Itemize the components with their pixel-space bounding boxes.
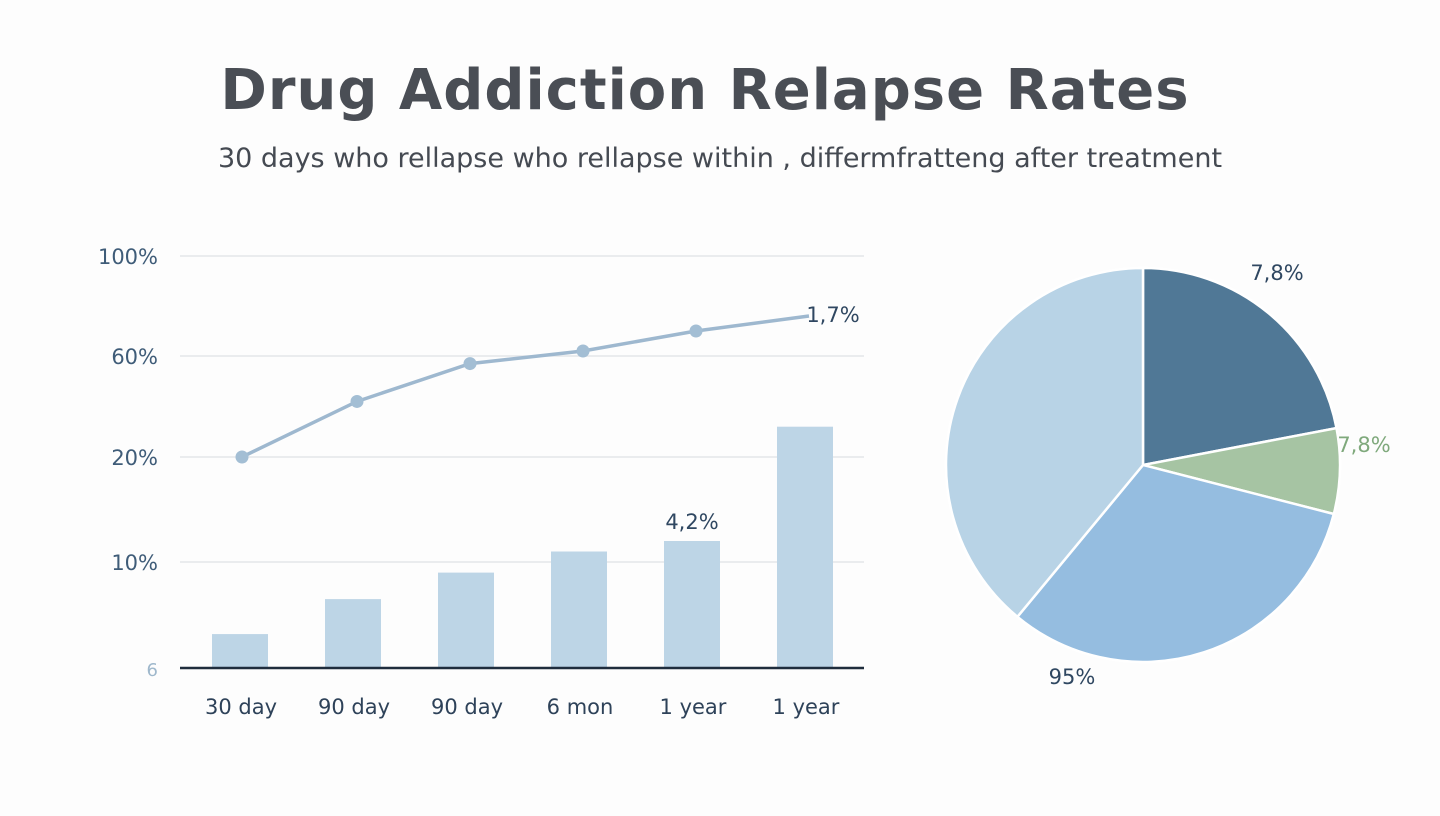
x-tick-label: 1 year <box>773 695 840 719</box>
pie-slice <box>944 266 1145 619</box>
data-label: 1,7% <box>806 303 859 327</box>
bar <box>777 426 833 668</box>
y-tick-label: 100% <box>98 245 158 269</box>
line-point <box>463 357 477 371</box>
y-tick-label: 6 <box>147 660 158 681</box>
bar-line-chart: 100% 60% 20% 10% 6 30 day 90 day 90 day 6 mon 1 y… <box>98 245 864 719</box>
line-point <box>689 324 703 338</box>
bar <box>325 599 381 668</box>
series-line <box>241 314 810 459</box>
line-point <box>350 394 364 408</box>
x-tick-label: 1 year <box>660 695 727 719</box>
pie-slice <box>1141 266 1338 467</box>
bar <box>664 541 720 668</box>
pie-slice <box>1015 463 1336 664</box>
chart-subtitle: 30 days who rellapse who rellapse within… <box>217 143 1223 174</box>
pie-slice-label: 7,8% <box>1250 261 1303 285</box>
chart-title: Drug Addiction Relapse Rates <box>220 58 1190 123</box>
y-tick-label: 60% <box>111 345 158 369</box>
bar <box>212 634 268 668</box>
y-tick-label: 10% <box>111 551 158 575</box>
bar <box>551 551 607 668</box>
pie-slice-label: 7,8% <box>1337 433 1390 457</box>
data-label: 4,2% <box>665 510 718 534</box>
x-tick-label: 30 day <box>205 695 277 719</box>
bar <box>438 572 494 668</box>
y-tick-label: 20% <box>111 446 158 470</box>
line-point <box>576 344 590 358</box>
pie-slice-label: 95% <box>1049 665 1096 689</box>
x-tick-label: 6 mon <box>547 695 614 719</box>
x-tick-label: 90 day <box>318 695 390 719</box>
pie-chart: 7,8% 7,8% 95% <box>944 261 1391 689</box>
line-point <box>235 450 249 464</box>
x-tick-label: 90 day <box>431 695 503 719</box>
